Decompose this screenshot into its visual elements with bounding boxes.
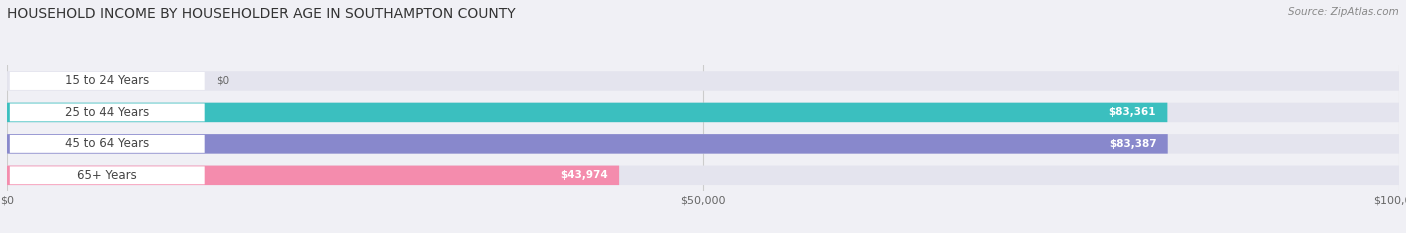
Text: 65+ Years: 65+ Years: [77, 169, 138, 182]
FancyBboxPatch shape: [10, 72, 205, 90]
Text: $83,361: $83,361: [1109, 107, 1156, 117]
FancyBboxPatch shape: [10, 135, 205, 153]
FancyBboxPatch shape: [10, 166, 205, 184]
Text: $83,387: $83,387: [1109, 139, 1157, 149]
FancyBboxPatch shape: [7, 103, 1167, 122]
FancyBboxPatch shape: [7, 134, 1168, 154]
Text: 15 to 24 Years: 15 to 24 Years: [65, 75, 149, 87]
Text: Source: ZipAtlas.com: Source: ZipAtlas.com: [1288, 7, 1399, 17]
Text: 45 to 64 Years: 45 to 64 Years: [65, 137, 149, 150]
FancyBboxPatch shape: [7, 166, 1399, 185]
FancyBboxPatch shape: [7, 103, 1399, 122]
Text: $0: $0: [217, 76, 229, 86]
FancyBboxPatch shape: [7, 134, 1399, 154]
FancyBboxPatch shape: [7, 71, 1399, 91]
Text: $43,974: $43,974: [560, 170, 607, 180]
Text: HOUSEHOLD INCOME BY HOUSEHOLDER AGE IN SOUTHAMPTON COUNTY: HOUSEHOLD INCOME BY HOUSEHOLDER AGE IN S…: [7, 7, 516, 21]
Text: 25 to 44 Years: 25 to 44 Years: [65, 106, 149, 119]
FancyBboxPatch shape: [7, 166, 619, 185]
FancyBboxPatch shape: [10, 103, 205, 121]
